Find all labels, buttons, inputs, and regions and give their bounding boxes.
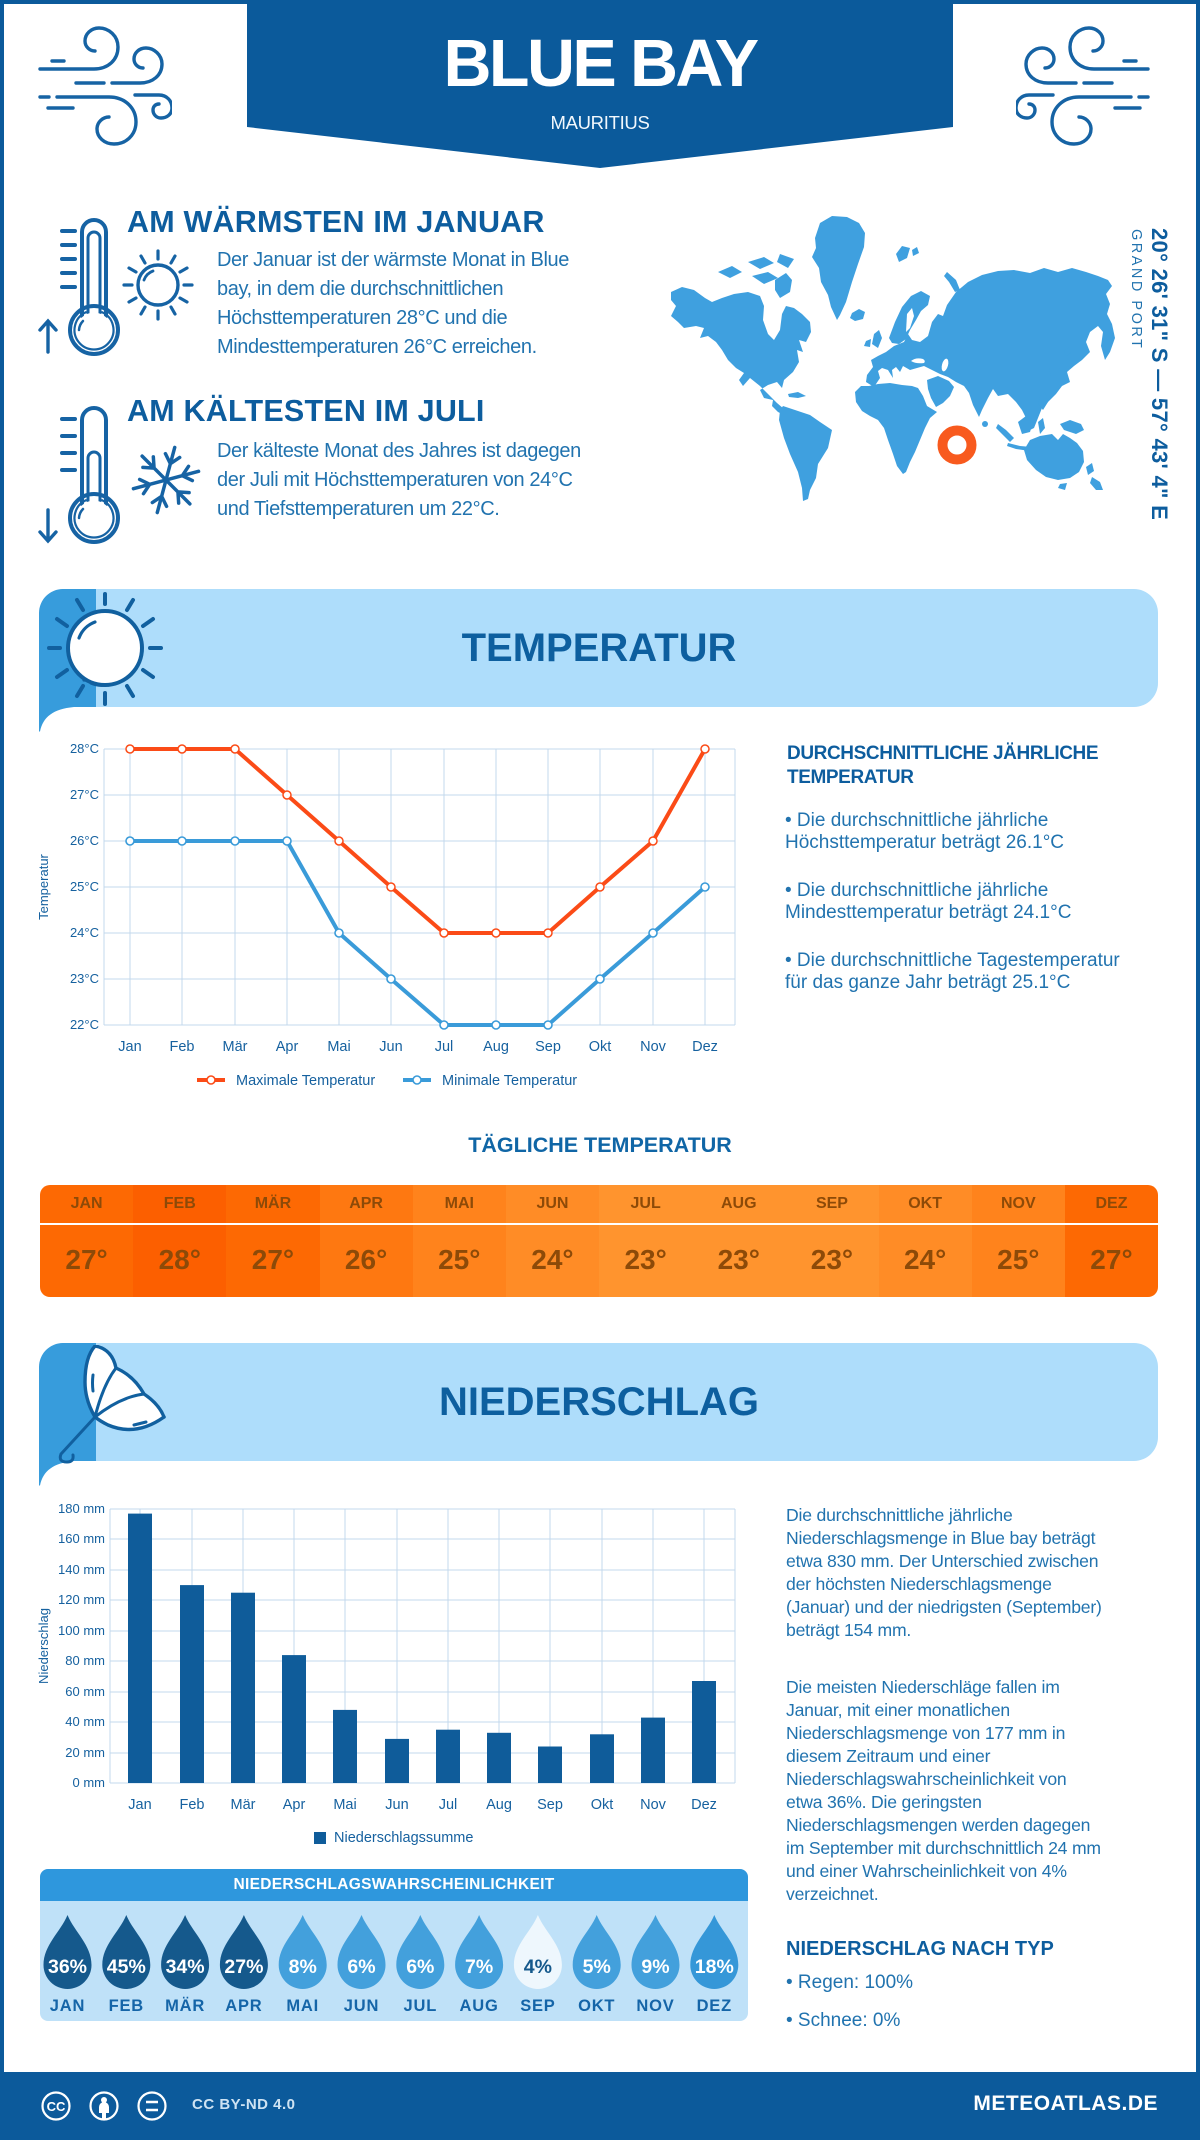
svg-text:Jun: Jun [379,1039,402,1055]
svg-text:0 mm: 0 mm [73,1775,106,1790]
svg-text:Feb: Feb [170,1039,195,1055]
svg-text:JUN: JUN [344,1997,379,2015]
svg-text:5%: 5% [583,1956,611,1978]
svg-text:JUL: JUL [404,1997,438,2015]
svg-text:6%: 6% [406,1956,434,1978]
svg-text:AUG: AUG [460,1997,499,2015]
svg-text:NOV: NOV [636,1997,674,2015]
svg-text:Okt: Okt [591,1797,614,1813]
svg-text:Nov: Nov [640,1797,667,1813]
svg-text:Minimale Temperatur: Minimale Temperatur [442,1073,577,1089]
svg-text:Okt: Okt [589,1039,612,1055]
svg-text:Niederschlagssumme: Niederschlagssumme [334,1830,473,1846]
svg-text:Jan: Jan [118,1039,141,1055]
svg-text:Temperatur: Temperatur [36,853,51,919]
svg-text:7%: 7% [465,1956,493,1978]
svg-text:Jul: Jul [435,1039,454,1055]
svg-text:25°C: 25°C [70,879,99,894]
svg-text:APR: APR [225,1997,262,2015]
svg-text:26°C: 26°C [70,833,99,848]
svg-text:34%: 34% [166,1956,205,1978]
svg-text:Niederschlag: Niederschlag [36,1608,51,1684]
svg-text:36%: 36% [48,1956,87,1978]
svg-text:22°C: 22°C [70,1017,99,1032]
svg-text:Apr: Apr [276,1039,299,1055]
svg-text:Dez: Dez [691,1797,717,1813]
svg-text:140 mm: 140 mm [58,1562,105,1577]
svg-text:80 mm: 80 mm [65,1653,105,1668]
svg-text:FEB: FEB [109,1997,144,2015]
svg-text:40 mm: 40 mm [65,1714,105,1729]
svg-text:45%: 45% [107,1956,146,1978]
svg-text:OKT: OKT [578,1997,615,2015]
svg-text:JAN: JAN [50,1997,85,2015]
svg-text:Jul: Jul [439,1797,458,1813]
svg-text:Feb: Feb [180,1797,205,1813]
svg-text:180 mm: 180 mm [58,1501,105,1516]
svg-text:24°C: 24°C [70,925,99,940]
svg-text:Aug: Aug [486,1797,512,1813]
svg-text:60 mm: 60 mm [65,1684,105,1699]
svg-text:100 mm: 100 mm [58,1623,105,1638]
svg-text:Mai: Mai [333,1797,356,1813]
svg-text:Maximale Temperatur: Maximale Temperatur [236,1073,375,1089]
svg-text:DEZ: DEZ [697,1997,732,2015]
svg-text:Mai: Mai [327,1039,350,1055]
svg-text:18%: 18% [695,1956,734,1978]
svg-text:Aug: Aug [483,1039,509,1055]
svg-text:9%: 9% [641,1956,669,1978]
svg-text:Apr: Apr [283,1797,306,1813]
svg-text:Mär: Mär [231,1797,256,1813]
svg-text:MAI: MAI [286,1997,319,2015]
svg-text:Sep: Sep [535,1039,561,1055]
svg-text:160 mm: 160 mm [58,1531,105,1546]
svg-text:23°C: 23°C [70,971,99,986]
svg-text:MÄR: MÄR [165,1997,205,2015]
svg-text:27°C: 27°C [70,787,99,802]
svg-text:4%: 4% [524,1956,552,1978]
svg-text:Jan: Jan [128,1797,151,1813]
svg-text:120 mm: 120 mm [58,1592,105,1607]
svg-text:CC: CC [47,2099,66,2114]
svg-text:20 mm: 20 mm [65,1745,105,1760]
svg-text:6%: 6% [347,1956,375,1978]
svg-text:Mär: Mär [223,1039,248,1055]
svg-text:Sep: Sep [537,1797,563,1813]
svg-text:Nov: Nov [640,1039,667,1055]
svg-text:Jun: Jun [385,1797,408,1813]
svg-text:SEP: SEP [520,1997,555,2015]
svg-text:28°C: 28°C [70,741,99,756]
svg-text:27%: 27% [224,1956,263,1978]
svg-text:Dez: Dez [692,1039,718,1055]
svg-text:8%: 8% [289,1956,317,1978]
